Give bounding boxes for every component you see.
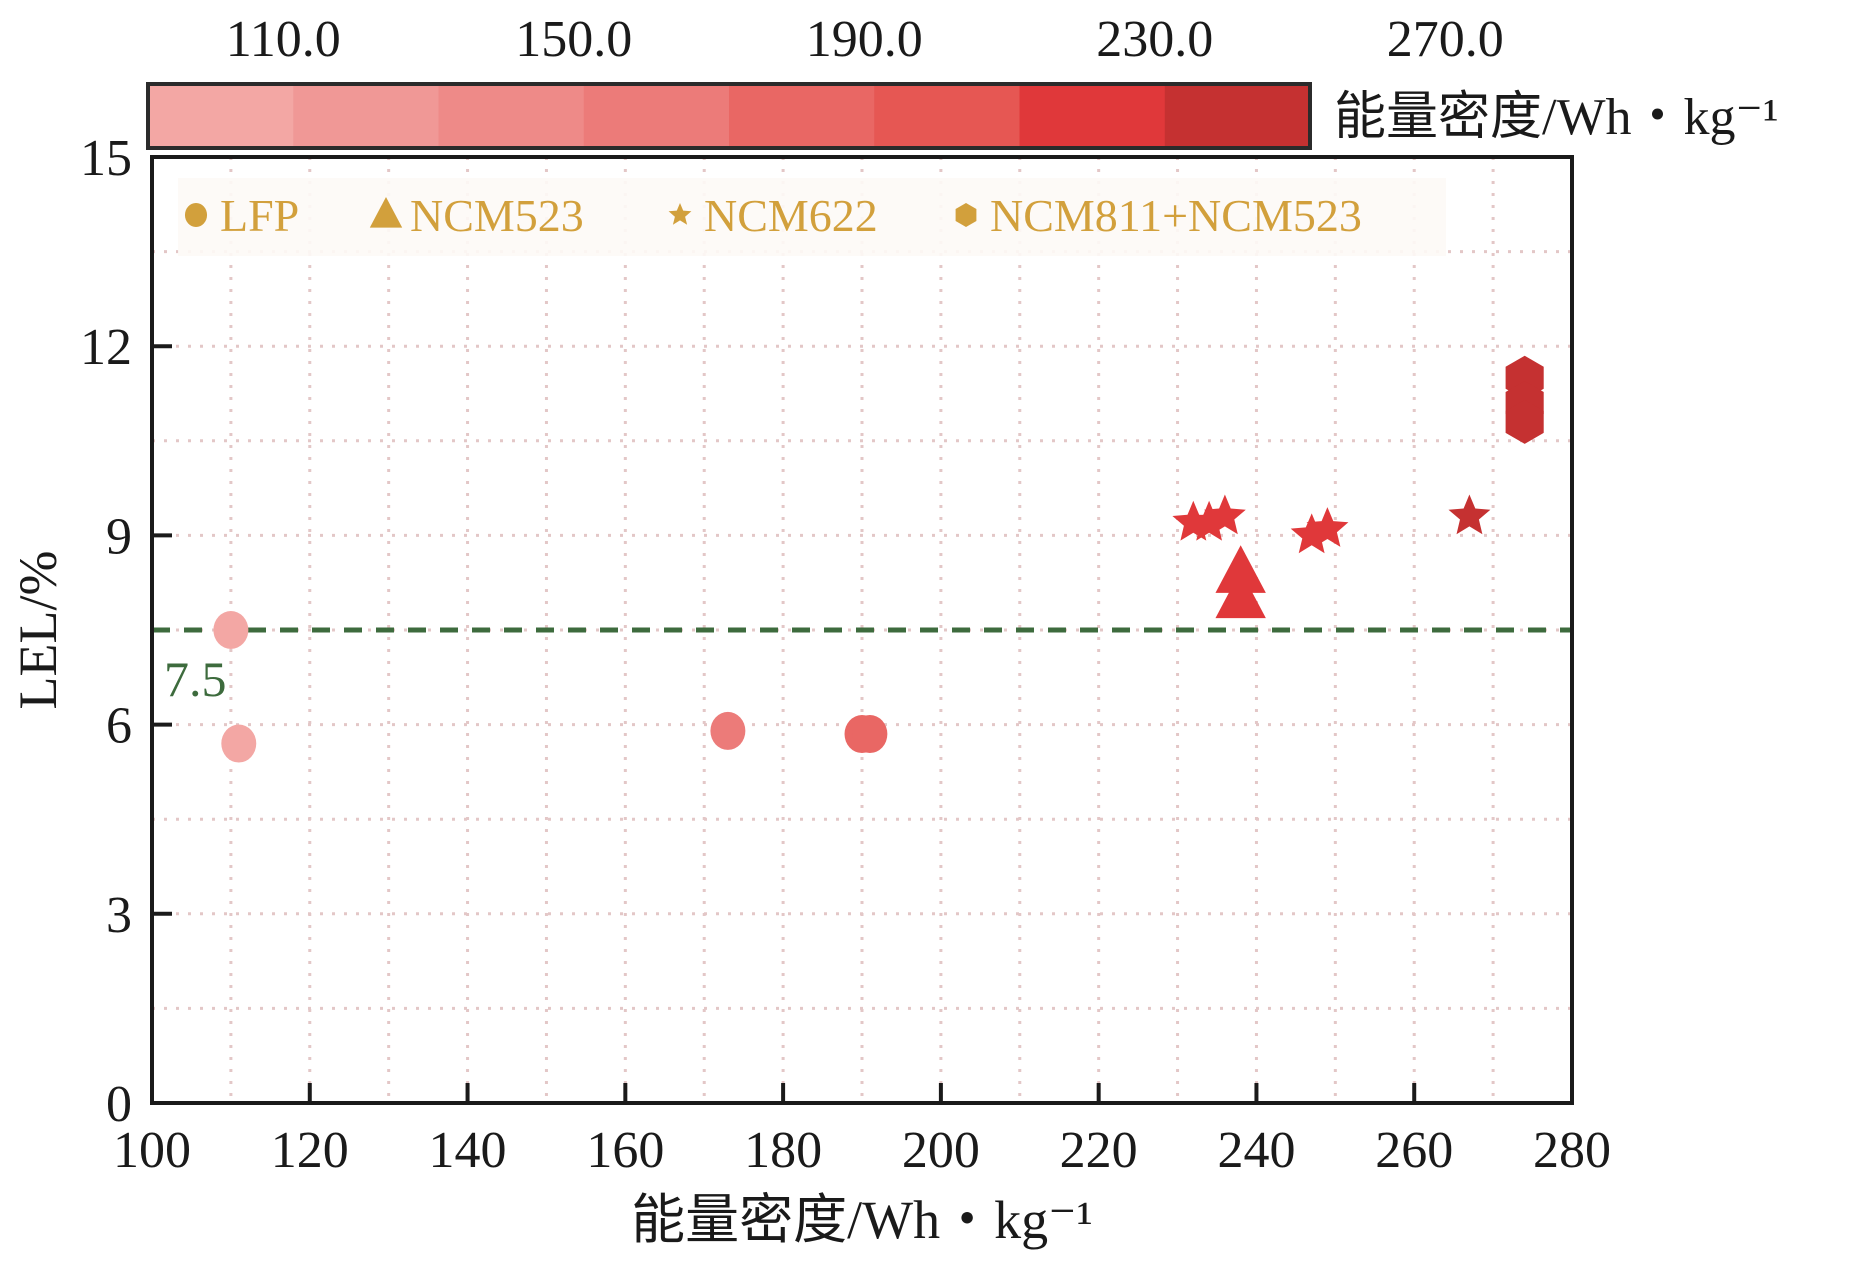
- colorbar: 110.0 150.0 190.0 230.0 270.0 能量密度/Wh・kg⁻¹: [146, 11, 1779, 150]
- colorbar-swatch: [148, 84, 294, 148]
- colorbar-swatch: [1019, 84, 1166, 148]
- y-tick-label: 3: [106, 887, 132, 944]
- x-tick-label: 160: [586, 1122, 664, 1179]
- x-tick-label: 100: [113, 1122, 191, 1179]
- data-point-star: [1188, 500, 1230, 541]
- y-tick-label: 15: [80, 130, 132, 187]
- legend-marker-hexagon: [955, 203, 977, 227]
- colorbar-label: 能量密度/Wh・kg⁻¹: [1334, 89, 1779, 146]
- legend-marker-circle: [184, 203, 208, 227]
- x-tick-label: 140: [429, 1122, 507, 1179]
- tick-labels: 100 120 140 160 180 200 220 240 260 280 0 3 6 9 12 15: [80, 130, 1611, 1179]
- x-tick-label: 240: [1217, 1122, 1295, 1179]
- y-axis-label: LEL/%: [8, 551, 68, 710]
- axis-ticks: [150, 155, 1574, 1105]
- colorbar-tick-labels: 110.0 150.0 190.0 230.0 270.0: [226, 11, 1504, 68]
- series-ncm811-ncm523: [1505, 355, 1544, 444]
- colorbar-swatch: [729, 84, 875, 148]
- colorbar-swatch: [293, 84, 439, 148]
- colorbar-swatch: [583, 84, 730, 148]
- data-point-triangle: [1215, 545, 1266, 593]
- x-tick-label: 260: [1375, 1122, 1453, 1179]
- y-tick-label: 6: [106, 698, 132, 755]
- colorbar-tick-label: 150.0: [515, 11, 632, 68]
- data-point-star: [1204, 494, 1246, 535]
- data-point-circle: [213, 611, 249, 649]
- legend-items: LFP NCM523 NCM622 NCM811+NCM523: [184, 190, 1362, 241]
- x-tick-label: 120: [271, 1122, 349, 1179]
- data-point-star: [1290, 513, 1333, 554]
- colorbar-swatch: [874, 84, 1020, 148]
- legend-label: NCM811+NCM523: [990, 190, 1362, 241]
- data-point-star: [1448, 494, 1491, 535]
- data-point-star: [1306, 507, 1349, 547]
- y-tick-label: 12: [80, 319, 132, 376]
- x-tick-label: 280: [1533, 1122, 1611, 1179]
- x-axis-label: 能量密度/Wh・kg⁻¹: [631, 1190, 1093, 1250]
- data-point-triangle: [1215, 570, 1266, 619]
- data-marks: [213, 355, 1544, 763]
- legend: LFP NCM523 NCM622 NCM811+NCM523: [178, 178, 1446, 256]
- legend-label: LFP: [220, 190, 299, 241]
- colorbar-swatches: [148, 84, 1311, 148]
- x-tick-label: 180: [744, 1122, 822, 1179]
- data-point-hexagon: [1505, 399, 1544, 444]
- colorbar-tick-label: 230.0: [1096, 11, 1213, 68]
- colorbar-tick-label: 270.0: [1387, 11, 1504, 68]
- legend-marker-triangle: [369, 197, 403, 228]
- x-tick-label: 220: [1060, 1122, 1138, 1179]
- y-tick-label: 0: [106, 1076, 132, 1133]
- series-ncm622: [1172, 494, 1491, 554]
- colorbar-frame: [146, 82, 1312, 150]
- colorbar-tick-label: 190.0: [806, 11, 923, 68]
- data-point-circle: [710, 711, 746, 750]
- reference-line-label: 7.5: [164, 651, 227, 707]
- y-tick-label: 9: [106, 508, 132, 565]
- plot-frame: [150, 155, 1574, 1105]
- reference-line: 7.5: [152, 627, 1572, 707]
- legend-label: NCM523: [410, 190, 584, 241]
- colorbar-swatch: [438, 84, 585, 148]
- colorbar-tick-label: 110.0: [226, 11, 341, 68]
- x-tick-label: 200: [902, 1122, 980, 1179]
- legend-marker-star: [668, 203, 692, 225]
- colorbar-swatch: [1164, 84, 1311, 148]
- data-point-circle: [221, 724, 257, 763]
- legend-label: NCM622: [704, 190, 878, 241]
- series-ncm523: [1215, 545, 1266, 619]
- plot-area: 7.5: [150, 155, 1574, 1105]
- series-lfp: [213, 611, 888, 763]
- data-point-circle: [852, 715, 888, 754]
